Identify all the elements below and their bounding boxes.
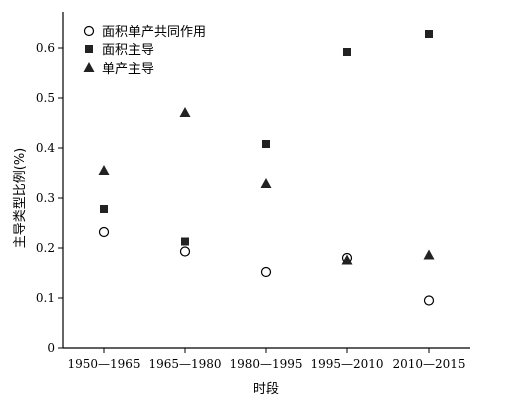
data-point-series-2 <box>423 249 435 260</box>
data-marks <box>98 30 435 306</box>
x-tick-label: 2010—2015 <box>392 357 465 371</box>
y-tick-label: 0 <box>47 341 55 355</box>
legend-label: 面积主导 <box>102 43 154 58</box>
legend-marker-series-1 <box>85 45 93 53</box>
data-point-series-2 <box>179 107 191 117</box>
legend-label: 单产主导 <box>102 62 154 77</box>
y-tick-label: 0.4 <box>36 141 55 155</box>
data-point-series-1 <box>425 30 433 38</box>
x-axis-title: 时段 <box>253 382 279 397</box>
y-tick-label: 0.6 <box>36 41 55 55</box>
data-point-series-1 <box>343 48 351 56</box>
data-point-series-1 <box>262 140 270 148</box>
data-point-series-1 <box>100 205 108 213</box>
data-point-series-2 <box>260 178 272 188</box>
y-tick-label: 0.5 <box>36 91 55 105</box>
data-point-series-0 <box>423 295 435 306</box>
legend-marker-series-0 <box>83 25 95 37</box>
legend-label: 面积单产共同作用 <box>102 25 206 40</box>
x-axis-ticks: 1950—1965 1965—1980 1980—1995 1995—2010 2010… <box>67 348 466 371</box>
x-tick-label: 1965—1980 <box>148 357 221 371</box>
data-point-series-0 <box>179 246 191 257</box>
y-axis-title: 主导类型比例(%) <box>13 148 28 249</box>
data-point-series-0 <box>98 226 110 238</box>
x-tick-label: 1995—2010 <box>310 357 383 371</box>
y-axis-ticks: 0 0.1 0.2 0.3 0.4 0.5 0.6 <box>36 41 63 355</box>
y-tick-label: 0.3 <box>36 191 55 205</box>
legend-marker-series-2 <box>83 62 95 72</box>
x-tick-label: 1950—1965 <box>67 357 140 371</box>
x-tick-label: 1980—1995 <box>229 357 302 371</box>
data-point-series-1 <box>181 237 189 246</box>
data-point-series-0 <box>260 266 272 278</box>
y-tick-label: 0.2 <box>36 241 55 255</box>
data-point-series-2 <box>98 165 110 175</box>
data-point-series-2 <box>341 254 353 265</box>
y-tick-label: 0.1 <box>36 291 55 305</box>
